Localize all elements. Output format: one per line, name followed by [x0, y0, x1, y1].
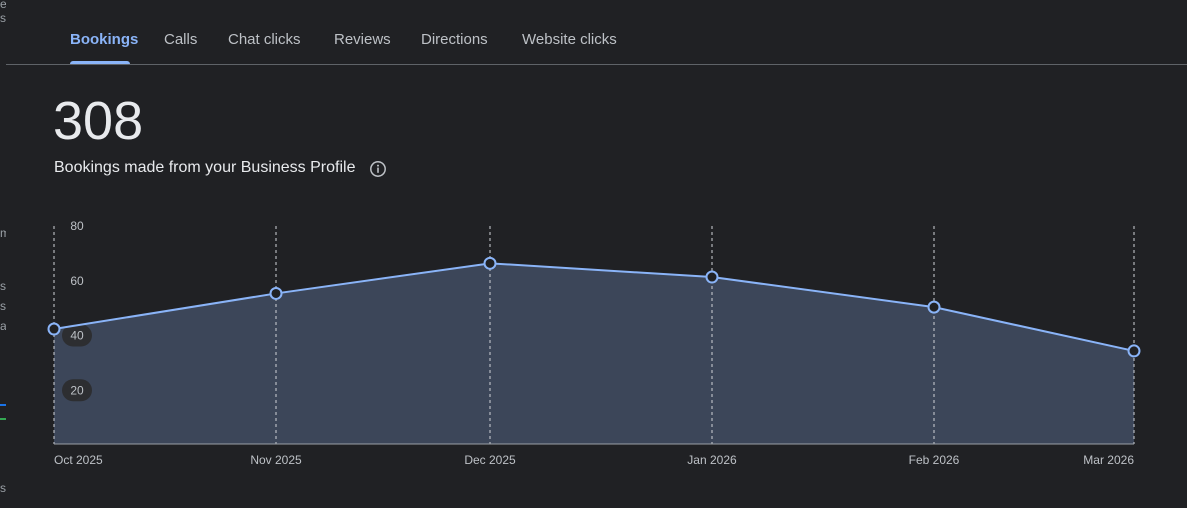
- tab-website-clicks[interactable]: Website clicks: [522, 31, 617, 48]
- svg-text:40: 40: [70, 329, 84, 343]
- y-tick-label: 20: [62, 379, 92, 402]
- x-tick-label: Nov 2025: [250, 453, 302, 467]
- info-icon[interactable]: [369, 160, 387, 178]
- svg-text:20: 20: [70, 383, 84, 397]
- y-tick-label: 80: [70, 219, 84, 233]
- total-count: 308: [53, 91, 144, 151]
- y-tick-label: 60: [70, 274, 84, 288]
- data-point: [705, 270, 719, 284]
- y-tick-label: 40: [62, 324, 92, 347]
- bookings-chart: 20 40 60 80 Oct 2025 Nov 2025 Dec 2025 Jan 2026…: [47, 219, 1141, 467]
- metric-tabs: Bookings Calls Chat clicks Reviews Direc…: [6, 0, 1187, 65]
- data-point: [47, 322, 61, 336]
- performance-panel: Bookings Calls Chat clicks Reviews Direc…: [6, 0, 1187, 508]
- background-window-edge: e st m s s a s: [0, 0, 6, 508]
- svg-text:60: 60: [70, 274, 84, 288]
- tab-calls[interactable]: Calls: [164, 31, 198, 48]
- data-point: [269, 286, 283, 300]
- x-tick-label: Mar 2026: [1083, 453, 1134, 467]
- tab-chat-clicks[interactable]: Chat clicks: [228, 31, 301, 48]
- active-tab-indicator: [70, 61, 130, 64]
- tab-bookings[interactable]: Bookings: [70, 31, 139, 48]
- area-fill: [54, 263, 1134, 444]
- x-tick-label: Jan 2026: [687, 453, 737, 467]
- data-point: [483, 256, 497, 270]
- tab-reviews[interactable]: Reviews: [334, 31, 391, 48]
- series-line: [53, 262, 1135, 352]
- data-point: [927, 300, 941, 314]
- x-tick-label: Feb 2026: [909, 453, 960, 467]
- x-tick-label: Dec 2025: [464, 453, 516, 467]
- data-point: [1127, 344, 1141, 358]
- x-tick-label: Oct 2025: [54, 453, 103, 467]
- tab-directions[interactable]: Directions: [421, 31, 488, 48]
- metric-description: Bookings made from your Business Profile: [54, 159, 356, 176]
- svg-text:80: 80: [70, 219, 84, 233]
